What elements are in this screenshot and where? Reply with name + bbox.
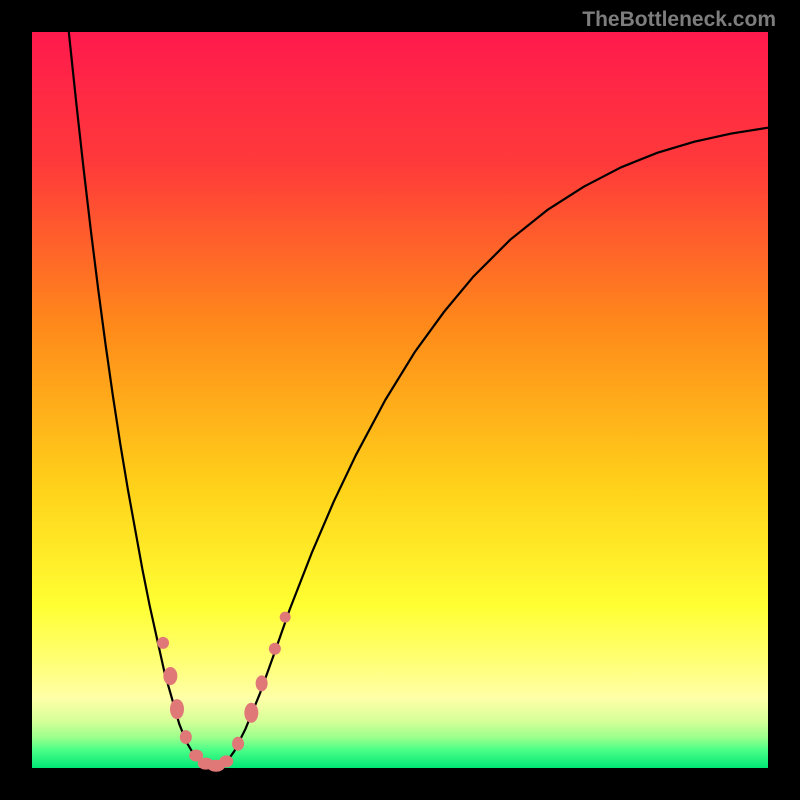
watermark-text: TheBottleneck.com [582,8,776,32]
chart-container: TheBottleneck.com [0,0,800,800]
plot-area [32,32,768,768]
